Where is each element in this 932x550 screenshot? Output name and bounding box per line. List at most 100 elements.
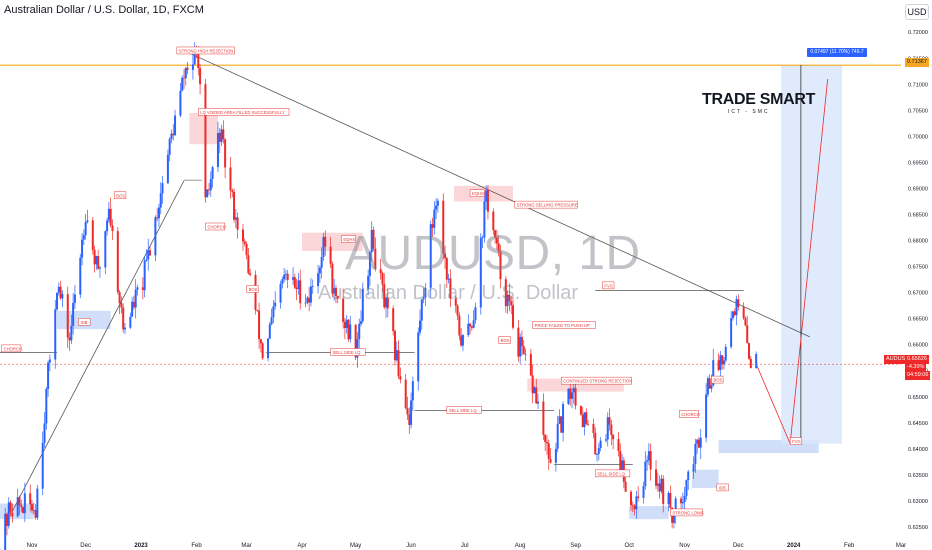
candle-body (504, 279, 507, 307)
candle-body (161, 183, 164, 194)
candle-body (545, 441, 548, 444)
candle-body (370, 229, 373, 253)
candle-body (109, 208, 112, 226)
watermark-description: Australian Dollar / U.S. Dollar (318, 282, 579, 304)
candle-body (322, 236, 325, 258)
candle-body (297, 280, 300, 289)
candle-body (417, 332, 420, 382)
annotation-box-11 (532, 321, 596, 329)
target-measure-label: 0.07497 (11.70%) 749.7 (807, 48, 867, 57)
candle-body (680, 498, 683, 504)
candle-body (574, 388, 577, 406)
candle-body (404, 379, 407, 409)
candle-body (209, 178, 212, 191)
candle-body (524, 353, 527, 355)
y-tick-label: 0.66000 (908, 343, 928, 349)
y-tick-label: 0.69500 (908, 160, 928, 166)
candle-body (599, 440, 602, 449)
annotation-label: BOS (501, 338, 510, 343)
currency-button[interactable]: USD (905, 4, 929, 20)
annotation-box-20 (670, 508, 703, 517)
candle-body (722, 360, 725, 365)
candle-body (585, 412, 588, 424)
candle-body (222, 129, 225, 140)
annotation-box-19 (716, 483, 729, 492)
annotation-label: PRICE FAILED TO PUSH UP (535, 323, 590, 328)
candle-body (472, 320, 475, 328)
candle-body (204, 84, 207, 198)
candle-body (234, 217, 237, 220)
candle-body (134, 289, 137, 308)
annotation-label: IDB (80, 320, 87, 325)
candle-body (309, 286, 312, 303)
candle-body (710, 385, 713, 389)
candle-body (147, 250, 150, 260)
candle-body (572, 388, 575, 393)
candle-body (492, 211, 495, 231)
candle-body (95, 255, 98, 265)
candle-body (619, 450, 622, 471)
candle-body (233, 191, 236, 220)
candle-body (293, 277, 296, 288)
annotation-label: EQHS (343, 237, 355, 242)
annotation-label: FVG (604, 283, 613, 288)
candle-body (449, 278, 452, 299)
x-tick-label: 2024 (787, 543, 801, 549)
candle-body (292, 277, 295, 280)
target-price-tag: 0.71367 (905, 58, 929, 67)
candle-body (32, 510, 35, 511)
candle-body (143, 260, 146, 291)
annotation-box-0 (176, 46, 235, 55)
y-tick-label: 0.70000 (908, 134, 928, 140)
candle-body (630, 491, 633, 506)
candle-body (286, 273, 289, 280)
candle-body (658, 483, 661, 492)
candle-body (646, 460, 649, 462)
candle-body (11, 512, 14, 517)
candle-body (662, 478, 665, 504)
annotation-box-6 (514, 200, 578, 209)
x-tick-label: Mar (896, 543, 906, 549)
candle-body (317, 273, 320, 287)
candle-body (674, 498, 677, 513)
annotation-box-4 (341, 235, 356, 243)
candle-body (56, 292, 59, 310)
candle-body (655, 469, 658, 486)
candle-body (199, 68, 202, 85)
ascending-trendline (11, 180, 185, 512)
candle-body (644, 461, 647, 487)
candle-body (70, 325, 73, 341)
candle-body (692, 464, 695, 472)
candle-body (16, 497, 19, 517)
candle-body (531, 375, 534, 394)
logo-title: TRADE SMART (702, 91, 816, 108)
candle-body (724, 346, 727, 361)
candle-body (385, 297, 388, 308)
candle-body (510, 301, 513, 306)
candle-body (470, 326, 473, 328)
candle-body (737, 299, 740, 307)
candle-body (458, 315, 461, 336)
y-tick-label: 0.63000 (908, 499, 928, 505)
annotation-label: FVG (792, 439, 801, 444)
candle-body (93, 249, 96, 265)
annotation-label: STRONG SELLING PRESSURE (517, 203, 578, 208)
candle-body (259, 339, 262, 344)
zones-layer (0, 65, 842, 520)
candle-body (311, 286, 314, 287)
annotation-box-8 (78, 318, 91, 326)
candle-body (141, 287, 144, 291)
candle-body (91, 220, 94, 250)
y-tick-label: 0.69000 (908, 186, 928, 192)
candle-body (182, 77, 185, 79)
candle-body (508, 294, 511, 302)
y-tick-label: 0.67500 (908, 265, 928, 271)
y-tick-label: 0.67000 (908, 291, 928, 297)
x-tick-label: Nov (679, 543, 690, 549)
candle-body (84, 222, 87, 236)
candle-body (168, 138, 171, 155)
x-tick-label: Jun (406, 543, 416, 549)
candle-body (295, 287, 298, 289)
candle-body (354, 324, 357, 358)
